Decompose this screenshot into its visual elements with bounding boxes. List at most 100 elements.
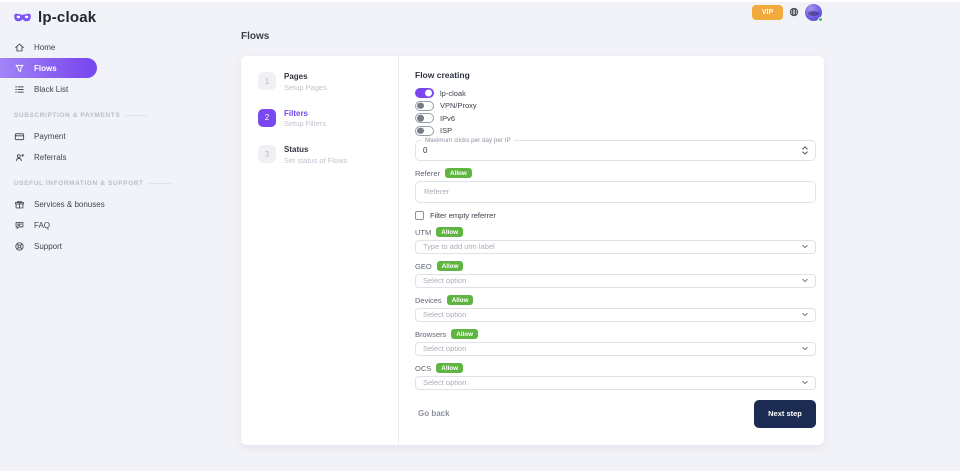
sidebar-section-subscription: SUBSCRIPTION & PAYMENTS	[14, 112, 240, 119]
ipv6-switch[interactable]	[415, 113, 434, 123]
max-clicks-field: Maximum clicks per day per IP	[415, 136, 816, 161]
flows-icon	[15, 64, 24, 72]
brand-name: lp-cloak	[38, 9, 97, 26]
utm-select[interactable]: Type to add utm label	[415, 239, 816, 254]
isp-switch[interactable]	[415, 125, 434, 136]
referrer-input[interactable]	[415, 180, 816, 203]
user-avatar[interactable]	[805, 3, 823, 22]
toggle-label: VPN/Proxy	[440, 101, 477, 110]
bottom-strip	[0, 471, 960, 475]
filter-empty-referrer-row[interactable]: Filter empty referrer	[415, 210, 816, 220]
flow-creating-form: Flow creating lp-cloak VPN/Proxy IPv6 IS…	[399, 56, 824, 445]
topbar-actions: VIP	[752, 2, 823, 22]
browsers-allow-badge[interactable]: Allow	[451, 329, 479, 339]
top-strip	[0, 0, 960, 2]
sidebar-item-label: FAQ	[34, 220, 51, 230]
sidebar-item-black-list[interactable]: Black List	[0, 79, 240, 99]
max-clicks-input[interactable]	[423, 145, 802, 155]
sidebar-section-support: USEFUL INFORMATION & SUPPORT	[14, 180, 240, 187]
utm-label-row: UTM Allow	[415, 227, 816, 237]
geo-placeholder: Select option	[423, 276, 467, 285]
step-subtitle: Setup Filters	[284, 119, 327, 129]
wizard-footer: Go back Next step	[415, 399, 816, 428]
chevron-down-icon	[802, 278, 808, 283]
chevron-down-icon	[802, 244, 808, 249]
form-title: Flow creating	[415, 70, 470, 80]
ocs-select[interactable]: Select option	[415, 375, 816, 390]
logo-mask-icon	[14, 13, 31, 22]
step-status[interactable]: 3 Status Set status of Flows	[258, 145, 398, 166]
sidebar-item-support[interactable]: Support	[0, 236, 240, 256]
sidebar-item-label: Flows	[34, 63, 57, 73]
home-icon	[15, 43, 24, 51]
section-label-text: SUBSCRIPTION & PAYMENTS	[14, 112, 121, 119]
toggle-label: IPv6	[440, 113, 456, 123]
payment-icon	[14, 132, 25, 140]
brand-logo[interactable]: lp-cloak	[0, 2, 240, 37]
gift-icon	[15, 200, 24, 208]
devices-placeholder: Select option	[423, 310, 467, 319]
toggle-ipv6[interactable]: IPv6	[415, 113, 816, 123]
utm-allow-badge[interactable]: Allow	[436, 227, 464, 237]
geo-allow-badge[interactable]: Allow	[436, 261, 464, 271]
stepper-down-icon[interactable]	[802, 150, 808, 155]
sidebar-item-label: Payment	[34, 131, 66, 141]
sidebar-item-referrals[interactable]: Referrals	[0, 147, 240, 167]
vpn-proxy-switch[interactable]	[415, 100, 434, 111]
ocs-allow-badge[interactable]: Allow	[436, 363, 464, 373]
sidebar-item-payment[interactable]: Payment	[0, 126, 240, 146]
stepper-up-icon[interactable]	[802, 145, 808, 150]
card-divider	[398, 56, 399, 445]
geo-select[interactable]: Select option	[415, 273, 816, 288]
sidebar-item-faq[interactable]: FAQ	[0, 215, 240, 235]
sidebar-item-flows[interactable]: Flows	[0, 58, 97, 78]
step-number: 2	[258, 108, 276, 127]
ocs-placeholder: Select option	[423, 378, 467, 387]
step-filters[interactable]: 2 Filters Setup Filters	[258, 108, 398, 130]
step-number: 3	[258, 145, 276, 164]
sidebar-item-services-bonuses[interactable]: Services & bonuses	[0, 194, 240, 214]
max-clicks-label: Maximum clicks per day per IP	[422, 136, 514, 144]
browsers-placeholder: Select option	[423, 344, 467, 353]
next-step-button[interactable]: Next step	[754, 399, 816, 428]
geo-label: GEO	[415, 261, 432, 271]
vip-button[interactable]: VIP	[752, 4, 783, 20]
sidebar-item-home[interactable]: Home	[0, 37, 240, 57]
filter-empty-referrer-checkbox[interactable]	[415, 210, 424, 220]
number-stepper[interactable]	[802, 145, 808, 155]
lp-cloak-switch[interactable]	[415, 88, 434, 98]
devices-select[interactable]: Select option	[415, 307, 816, 322]
sidebar-item-label: Home	[34, 42, 56, 52]
devices-allow-badge[interactable]: Allow	[446, 295, 474, 305]
browsers-select[interactable]: Select option	[415, 341, 816, 356]
faq-icon	[15, 221, 24, 229]
browsers-label-row: Browsers Allow	[415, 329, 816, 339]
section-label-text: USEFUL INFORMATION & SUPPORT	[14, 180, 144, 187]
geo-label-row: GEO Allow	[415, 261, 816, 271]
step-pages[interactable]: 1 Pages Setup Pages	[258, 72, 398, 93]
toggle-label: lp-cloak	[440, 88, 466, 98]
toggle-vpn-proxy[interactable]: VPN/Proxy	[415, 100, 816, 111]
filter-empty-referrer-label: Filter empty referrer	[430, 210, 496, 220]
toggle-lp-cloak[interactable]: lp-cloak	[415, 88, 816, 98]
go-back-button[interactable]: Go back	[415, 409, 450, 418]
chevron-down-icon	[802, 380, 808, 385]
step-title: Status	[284, 145, 309, 155]
browsers-label: Browsers	[415, 329, 447, 339]
utm-label: UTM	[415, 227, 432, 237]
sidebar-item-label: Referrals	[34, 152, 67, 162]
lifebuoy-icon	[15, 241, 24, 251]
toggle-label: ISP	[440, 126, 453, 135]
devices-label-row: Devices Allow	[415, 295, 816, 305]
step-number: 1	[258, 72, 276, 90]
step-subtitle: Set status of Flows	[284, 155, 348, 165]
blacklist-icon	[15, 85, 24, 93]
referrer-allow-badge[interactable]: Allow	[445, 168, 472, 178]
globe-icon[interactable]	[789, 7, 799, 17]
sidebar-item-label: Services & bonuses	[34, 199, 105, 209]
devices-label: Devices	[415, 295, 442, 305]
section-rule	[148, 183, 171, 184]
toggle-isp[interactable]: ISP	[415, 125, 816, 136]
sidebar-item-label: Black List	[34, 84, 69, 94]
